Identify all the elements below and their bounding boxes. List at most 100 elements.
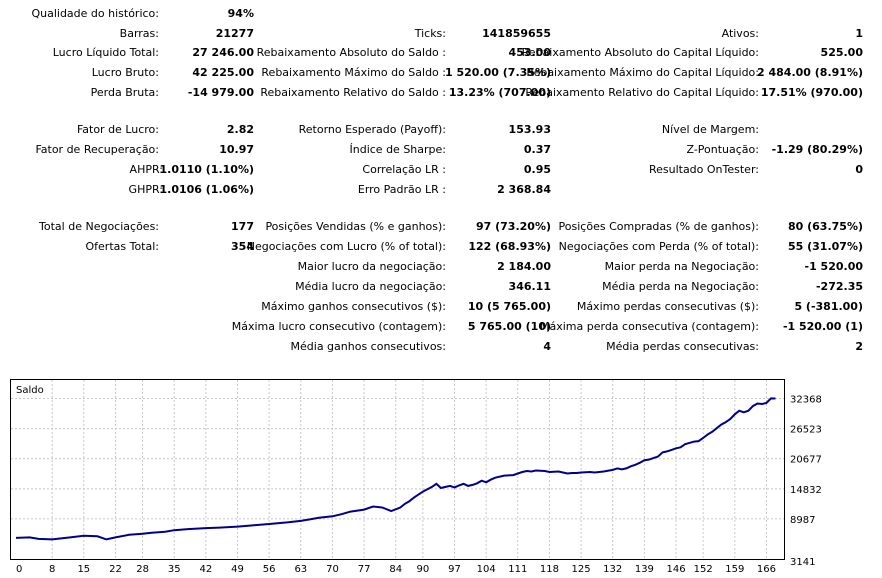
x-tick-label: 132	[603, 564, 622, 575]
value-posicoes-vendidas: 97 (73.20%)	[475, 220, 551, 233]
label-ativos: Ativos:	[721, 27, 759, 40]
label-ghpr: GHPR:	[128, 183, 163, 196]
value-perda-bruta: -14 979.00	[187, 86, 254, 99]
x-tick-label: 0	[16, 564, 22, 575]
label-negociacoes-lucro: Negociações com Lucro (% of total):	[246, 240, 446, 253]
x-tick-label: 104	[477, 564, 496, 575]
label-sharpe: Índice de Sharpe:	[349, 143, 447, 156]
value-ofertas-total: 354	[231, 240, 254, 253]
label-retorno-esperado: Retorno Esperado (Payoff):	[298, 123, 446, 136]
value-sharpe: 0.37	[523, 143, 551, 156]
x-tick-label: 28	[136, 564, 149, 575]
value-fator-lucro: 2.82	[226, 123, 254, 136]
x-tick-label: 90	[416, 564, 429, 575]
value-rebaix-abs-saldo: 453.00	[508, 46, 551, 59]
value-resultado-ontester: 0	[855, 163, 863, 176]
value-rebaix-rel-saldo: 13.23% (707.00)	[448, 86, 551, 99]
value-fator-recuperacao: 10.97	[219, 143, 254, 156]
x-tick-label: 97	[448, 564, 461, 575]
y-tick-label: 3141	[790, 557, 815, 568]
label-max-lucro-consec: Máxima lucro consecutivo (contagem):	[231, 320, 446, 333]
label-qualidade: Qualidade do histórico:	[31, 7, 159, 20]
x-tick-label: 22	[109, 564, 122, 575]
label-max-perda-consec: Máxima perda consecutiva (contagem):	[540, 320, 759, 333]
label-rebaix-max-saldo: Rebaixamento Máximo do Saldo :	[261, 66, 446, 79]
value-barras: 21277	[215, 27, 254, 40]
value-rebaix-abs-capital: 525.00	[820, 46, 863, 59]
label-media-lucro: Média lucro da negociação:	[295, 280, 446, 293]
value-max-perdas-consec: 5 (-381.00)	[794, 300, 863, 313]
label-rebaix-abs-saldo: Rebaixamento Absoluto do Saldo :	[256, 46, 446, 59]
label-ahpr: AHPR:	[129, 163, 163, 176]
value-ativos: 1	[855, 27, 863, 40]
value-posicoes-compradas: 80 (63.75%)	[787, 220, 863, 233]
value-media-lucro: 346.11	[508, 280, 551, 293]
x-tick-label: 56	[263, 564, 276, 575]
x-tick-label: 152	[694, 564, 713, 575]
label-lucro-bruto: Lucro Bruto:	[91, 66, 159, 79]
x-tick-label: 49	[231, 564, 244, 575]
label-rebaix-abs-capital: Rebaixamento Absoluto do Capital Líquido…	[521, 46, 759, 59]
label-max-perdas-consec: Máximo perdas consecutivas ($):	[576, 300, 759, 313]
x-tick-label: 118	[540, 564, 559, 575]
x-tick-label: 166	[757, 564, 776, 575]
x-tick-label: 8	[49, 564, 55, 575]
x-tick-label: 63	[294, 564, 307, 575]
label-media-perda: Média perda na Negociação:	[602, 280, 759, 293]
x-tick-label: 146	[666, 564, 685, 575]
value-ahpr: 1.0110 (1.10%)	[159, 163, 255, 176]
value-qualidade: 94%	[227, 7, 254, 20]
chart-grid	[11, 380, 784, 559]
value-rebaix-max-saldo: 1 520.00 (7.35%)	[445, 66, 551, 79]
value-rebaix-rel-capital: 17.51% (970.00)	[760, 86, 863, 99]
value-rebaix-max-capital: 2 484.00 (8.91%)	[757, 66, 863, 79]
value-z-pontuacao: -1.29 (80.29%)	[771, 143, 863, 156]
label-max-ganhos-consec: Máximo ganhos consecutivos ($):	[261, 300, 446, 313]
label-erro-padrao-lr: Erro Padrão LR :	[357, 183, 446, 196]
value-max-perda-consec: -1 520.00 (1)	[782, 320, 863, 333]
value-correlacao-lr: 0.95	[523, 163, 551, 176]
label-ticks: Ticks:	[414, 27, 446, 40]
label-fator-lucro: Fator de Lucro:	[76, 123, 159, 136]
balance-chart[interactable]: 0 8 15 22 28 35 42 49 56 63 70 77 84 90 97 104 111 118 125…	[10, 379, 872, 578]
label-rebaix-rel-capital: Rebaixamento Relativo do Capital Líquido…	[525, 86, 759, 99]
x-tick-label: 42	[200, 564, 213, 575]
label-fator-recuperacao: Fator de Recuperação:	[35, 143, 159, 156]
y-tick-label: 32368	[790, 395, 822, 406]
label-media-perdas-consec: Média perdas consecutivas:	[606, 340, 759, 353]
label-ofertas-total: Ofertas Total:	[85, 240, 160, 253]
label-nivel-margem: Nível de Margem:	[661, 123, 759, 136]
value-total-negociacoes: 177	[231, 220, 254, 233]
y-tick-label: 14832	[790, 485, 822, 496]
x-tick-label: 159	[725, 564, 744, 575]
y-tick-label: 26523	[790, 425, 822, 436]
x-tick-label: 111	[508, 564, 527, 575]
label-perda-bruta: Perda Bruta:	[90, 86, 159, 99]
plot-area	[10, 379, 785, 560]
value-lucro-liquido: 27 246.00	[192, 46, 254, 59]
balance-chart-svg: 0 8 15 22 28 35 42 49 56 63 70 77 84 90 97 104 111 118 125…	[10, 379, 822, 575]
x-tick-label: 15	[77, 564, 90, 575]
value-negociacoes-perda: 55 (31.07%)	[787, 240, 863, 253]
label-negociacoes-perda: Negociações com Perda (% of total):	[558, 240, 759, 253]
value-ghpr: 1.0106 (1.06%)	[159, 183, 255, 196]
value-maior-lucro: 2 184.00	[497, 260, 551, 273]
label-posicoes-vendidas: Posições Vendidas (% e ganhos):	[265, 220, 446, 233]
x-tick-label: 35	[168, 564, 181, 575]
value-media-perdas-consec: 2	[855, 340, 863, 353]
value-lucro-bruto: 42 225.00	[192, 66, 254, 79]
label-correlacao-lr: Correlação LR :	[362, 163, 446, 176]
value-media-perda: -272.35	[815, 280, 863, 293]
x-tick-label: 77	[358, 564, 371, 575]
label-posicoes-compradas: Posições Compradas (% de ganhos):	[558, 220, 759, 233]
label-total-negociacoes: Total de Negociações:	[39, 220, 159, 233]
label-resultado-ontester: Resultado OnTester:	[648, 163, 759, 176]
value-negociacoes-lucro: 122 (68.93%)	[468, 240, 551, 253]
x-tick-label: 139	[635, 564, 654, 575]
value-erro-padrao-lr: 2 368.84	[497, 183, 551, 196]
x-tick-label: 125	[572, 564, 591, 575]
value-max-lucro-consec: 5 765.00 (10)	[467, 320, 551, 333]
x-tick-label: 70	[326, 564, 339, 575]
label-z-pontuacao: Z-Pontuação:	[686, 143, 759, 156]
value-ticks: 141859655	[482, 27, 551, 40]
